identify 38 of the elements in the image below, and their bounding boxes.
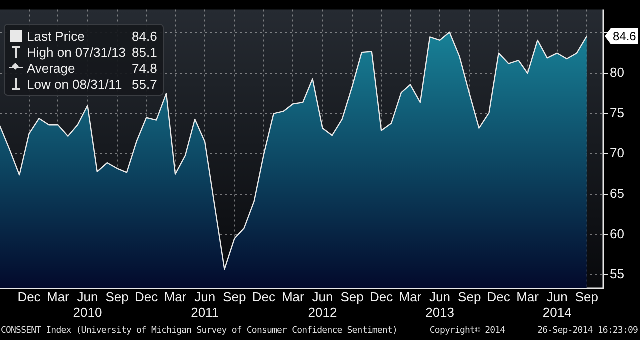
y-tick-label: 65: [610, 186, 624, 202]
x-tick-label: Jun 2012: [308, 289, 338, 320]
x-tick-label: Jun 2010: [73, 289, 102, 320]
x-tick-label: Mar: [282, 289, 306, 304]
x-tick-label: Sep: [575, 289, 598, 304]
text: 26-Sep-2014 16:23:09: [538, 326, 638, 336]
annotation: 55.7: [132, 76, 158, 92]
y-tick-label: 70: [610, 146, 624, 161]
annotation: 74.8: [132, 60, 158, 76]
annotation: Average: [27, 60, 76, 76]
x-tick-label: Jun 2013: [426, 289, 454, 320]
x-tick-label: Sep: [106, 289, 129, 304]
text: Copyright© 2014: [430, 326, 506, 336]
annotation: High on 07/31/13: [27, 44, 126, 60]
annotation: 85.1: [132, 44, 158, 60]
y-tick-label: 75: [610, 105, 624, 120]
x-tick-label: Mar: [164, 289, 188, 304]
y-tick-label: 55: [610, 266, 624, 282]
annotation: Low on 08/31/11: [27, 76, 124, 92]
text: CONSSENT Index (University of Michigan Survey of Consumer Confidence Sentiment): [1, 326, 398, 336]
annotation: 84.6: [132, 28, 158, 44]
x-tick-label: Sep: [223, 289, 246, 304]
x-tick-label: Dec: [18, 289, 42, 304]
x-tick-label: Mar: [399, 289, 422, 304]
x-tick-label: Sep: [458, 289, 482, 304]
y-tick-label: 60: [610, 226, 624, 242]
x-tick-label: Dec: [370, 289, 394, 304]
annotation: 84.6: [613, 30, 637, 44]
legend-label: Last Price: [27, 28, 86, 44]
x-tick-label: Mar: [46, 289, 70, 304]
x-tick-label: Mar: [516, 289, 540, 304]
x-tick-label: Jun 2011: [191, 289, 220, 320]
x-tick-label: Sep: [340, 289, 364, 304]
x-tick-label: Dec: [252, 289, 276, 304]
y-tick-label: 80: [610, 65, 624, 80]
x-tick-label: Jun 2014: [542, 289, 572, 320]
x-tick-label: Dec: [487, 289, 511, 304]
x-tick-label: Dec: [135, 289, 159, 304]
